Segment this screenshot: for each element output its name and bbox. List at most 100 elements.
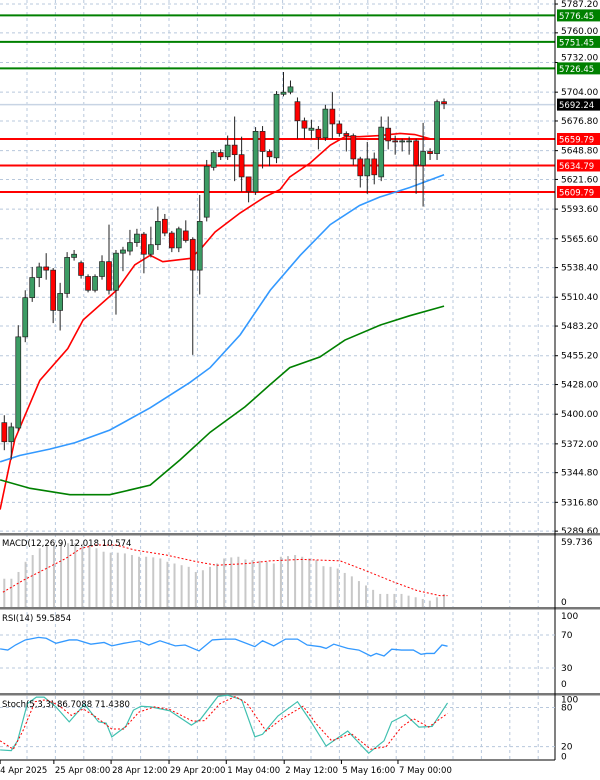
time-tick-label: 28 Apr 12:00: [112, 766, 167, 776]
price-tick-label: 5538.40: [561, 264, 598, 274]
macd-top-label: 59.736: [561, 538, 593, 548]
candle-bullish: [399, 140, 406, 143]
level-tag-label: 5609.79: [559, 188, 594, 198]
stoch-main-line: [0, 694, 449, 754]
price-tick-label: 5676.80: [561, 117, 598, 127]
candle-bearish: [329, 108, 336, 125]
candle-bearish: [78, 262, 84, 276]
price-tick-label: 5648.80: [561, 147, 598, 157]
candle-bearish: [371, 158, 378, 176]
candle-bearish: [182, 230, 189, 241]
price-tick-label: 5372.00: [561, 440, 598, 450]
candle-bullish: [15, 336, 22, 429]
candle-bullish: [308, 127, 315, 131]
stoch-level-label: 0: [561, 753, 567, 763]
macd-label: MACD(12,26,9) 12.018 10.574: [2, 539, 131, 549]
stoch-level-label: 20: [561, 743, 573, 753]
rsi-level-label: 0: [561, 680, 567, 690]
level-tag: [557, 159, 600, 172]
candle-bearish: [301, 120, 308, 129]
candle-bullish: [434, 101, 440, 154]
level-tag-label: 5776.45: [559, 12, 594, 22]
candle-bullish: [127, 242, 133, 252]
candle-bearish: [259, 131, 266, 152]
macd-signal-line: [2, 544, 448, 597]
candle-bullish: [8, 426, 15, 443]
candle-bullish: [134, 233, 140, 243]
rsi-level-label: 30: [561, 664, 573, 674]
candle-bearish: [343, 133, 350, 136]
panel-separator: [0, 533, 600, 536]
candle-bearish: [266, 151, 273, 158]
stoch-level-label: 100: [561, 696, 578, 706]
price-tick-label: 5400.00: [561, 410, 598, 420]
candle-bullish: [155, 221, 161, 246]
moving-average-line: [0, 305, 445, 496]
level-tag: [557, 185, 600, 198]
time-tick-label: 1 May 04:00: [227, 766, 280, 776]
candle-bearish: [350, 135, 357, 160]
candle-bearish: [106, 261, 112, 291]
price-tick-label: 5316.80: [561, 498, 598, 508]
price-tick-label: 5704.00: [561, 88, 598, 98]
candle-bearish: [357, 158, 364, 177]
level-tag: [557, 35, 600, 48]
candle-bullish: [210, 152, 217, 168]
moving-average-line: [0, 132, 445, 510]
candle-bullish: [364, 158, 371, 177]
candle-bearish: [392, 140, 399, 143]
rsi-level-label: 100: [561, 612, 578, 622]
macd-zero-label: 0: [561, 598, 567, 608]
level-tag: [557, 62, 600, 75]
candle-bearish: [336, 123, 343, 134]
candle-bearish: [43, 266, 50, 271]
time-tick-label: 29 Apr 20:00: [170, 766, 225, 776]
candle-bearish: [245, 176, 252, 193]
time-tick-label: 25 Apr 08:00: [55, 766, 110, 776]
candle-bullish: [406, 140, 412, 143]
candle-bullish: [252, 131, 259, 193]
price-tick-label: 5787.20: [561, 0, 598, 10]
candle-bullish: [224, 144, 231, 158]
panel-separator: [0, 693, 600, 696]
level-tag-label: 5634.79: [559, 162, 594, 172]
price-tick-label: 5621.60: [561, 175, 598, 185]
candle-bullish: [203, 165, 210, 218]
candle-bullish: [71, 253, 77, 258]
candle-bearish: [189, 239, 196, 271]
candle-bearish: [168, 232, 175, 249]
time-tick-label: 5 May 16:00: [342, 766, 395, 776]
panel-separator: [0, 607, 600, 610]
stoch-signal-line: [0, 695, 448, 750]
candle-bearish: [50, 269, 57, 311]
stoch-label: Stoch(5,3,3) 86.7088 71.4380: [2, 700, 130, 710]
price-tick-label: 5510.40: [561, 293, 598, 303]
candle-bullish: [36, 266, 43, 278]
price-tick-label: 5732.00: [561, 53, 598, 63]
time-tick-label: 4 Apr 2025: [0, 766, 47, 776]
price-tick-label: 5593.60: [561, 205, 598, 215]
level-tag-label: 5659.79: [559, 135, 594, 145]
candle-bullish: [57, 293, 63, 311]
level-tag: [557, 132, 600, 145]
candle-bearish: [231, 144, 238, 156]
level-tag-label: 5726.45: [559, 65, 594, 75]
level-tag: [557, 9, 600, 22]
price-tick-label: 5483.20: [561, 322, 598, 332]
candle-bearish: [161, 218, 168, 234]
candle-bearish: [238, 154, 245, 178]
candle-bullish: [322, 108, 329, 139]
price-tick-label: 5760.00: [561, 27, 598, 37]
candle-bearish: [217, 152, 224, 158]
candle-bearish: [413, 140, 419, 166]
price-tick-label: 5289.60: [561, 527, 598, 537]
candle-bullish: [113, 252, 119, 291]
candle-bearish: [441, 101, 447, 105]
level-tag-label: 5751.45: [559, 38, 594, 48]
price-tick-label: 5428.00: [561, 381, 598, 391]
candle-bullish: [196, 221, 203, 271]
candle-bearish: [141, 233, 147, 255]
price-tick-label: 5565.60: [561, 235, 598, 245]
price-tick-label: 5344.80: [561, 469, 598, 479]
